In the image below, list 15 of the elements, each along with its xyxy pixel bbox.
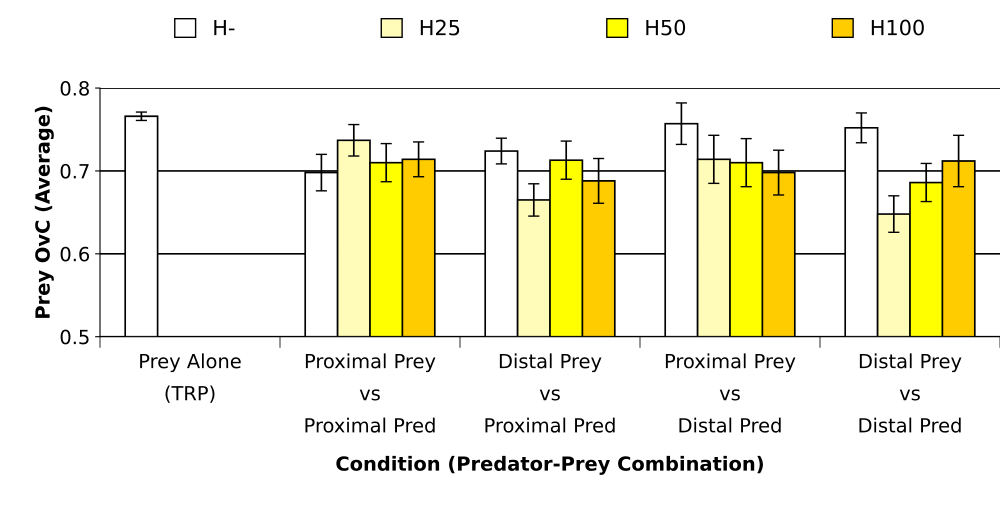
y-axis-title: Prey OvC (Average) — [34, 106, 54, 318]
y-tick-label: 0.7 — [60, 164, 89, 179]
x-tick-label: Distal Prey vs Distal Pred — [859, 353, 962, 433]
legend-label: H25 — [420, 20, 460, 36]
x-tick-label: Proximal Prey vs Proximal Pred — [305, 353, 436, 433]
y-tick-label: 0.8 — [60, 81, 89, 96]
y-tick-label: 0.6 — [60, 246, 90, 262]
y-tick-label: 0.5 — [60, 330, 89, 344]
x-tick-label: Distal Prey vs Proximal Pred — [485, 353, 615, 433]
x-axis-title: Condition (Predator-Prey Combination) — [336, 456, 763, 475]
x-tick-label: Prey Alone (TRP) — [140, 353, 241, 403]
legend-label: H- — [214, 20, 234, 36]
legend-label: H100 — [872, 20, 924, 36]
legend-label: H50 — [646, 20, 686, 36]
x-tick-label: Proximal Prey vs Distal Pred — [666, 353, 796, 433]
